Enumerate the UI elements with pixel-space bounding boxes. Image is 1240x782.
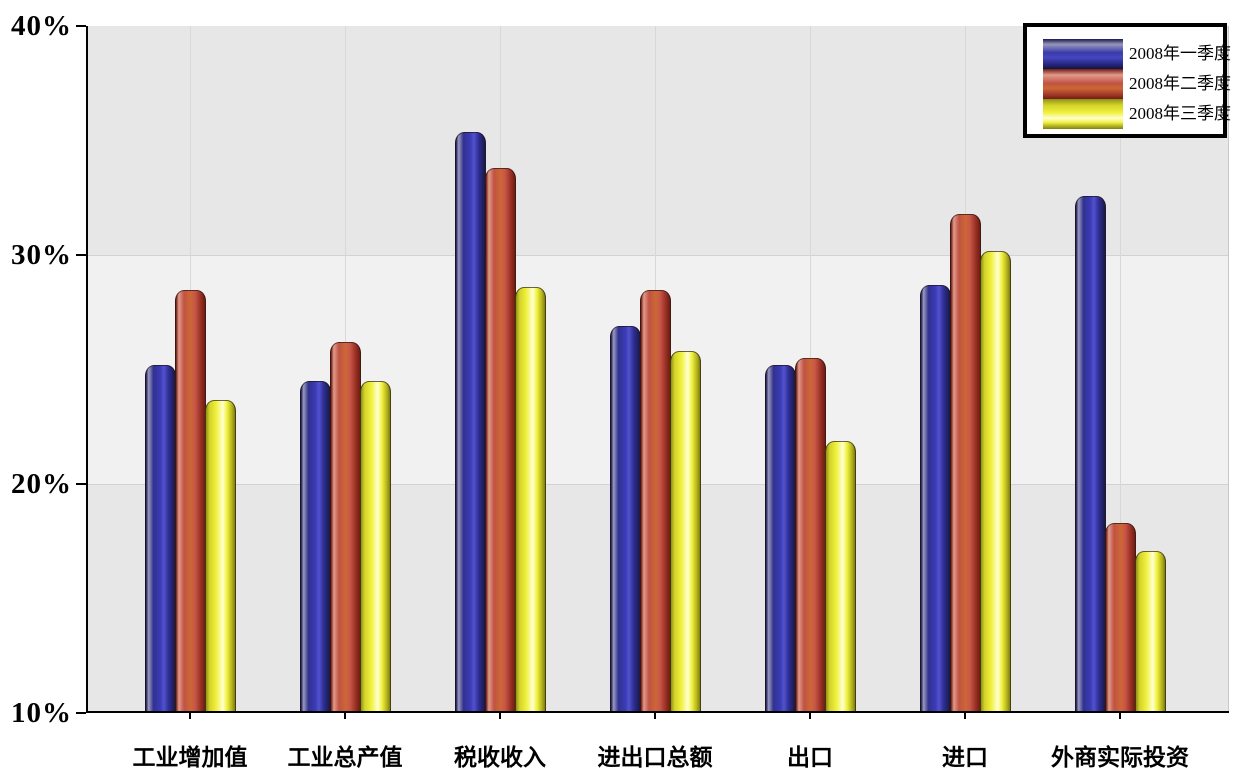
x-tick xyxy=(499,713,501,719)
bar-2008年一季度-进出口总额 xyxy=(610,326,641,711)
bar-2008年二季度-税收收入 xyxy=(485,168,516,711)
bar-2008年二季度-外商实际投资 xyxy=(1105,523,1136,711)
x-axis-label: 出口 xyxy=(787,745,833,770)
x-axis-label: 工业增加值 xyxy=(132,745,248,770)
bar-2008年一季度-税收收入 xyxy=(455,132,486,711)
legend-label-q3: 2008年三季度 xyxy=(1129,104,1231,123)
legend-swatch-q2 xyxy=(1043,69,1123,99)
y-tick-label: 20% xyxy=(11,468,72,500)
legend-swatch-q3 xyxy=(1043,99,1123,129)
bar-2008年三季度-工业总产值 xyxy=(360,381,391,711)
bar-2008年三季度-进出口总额 xyxy=(670,351,701,711)
gridline-30pct xyxy=(86,255,1229,256)
bar-2008年二季度-工业总产值 xyxy=(330,342,361,711)
y-axis-line xyxy=(86,26,88,713)
bar-2008年一季度-进口 xyxy=(920,285,951,711)
x-axis-label: 外商实际投资 xyxy=(1051,745,1189,770)
legend-label-q1: 2008年一季度 xyxy=(1129,44,1231,63)
plot-right-edge xyxy=(1228,26,1229,713)
bar-2008年二季度-进出口总额 xyxy=(640,290,671,711)
x-axis-line xyxy=(86,711,1229,713)
x-tick xyxy=(654,713,656,719)
bar-2008年三季度-外商实际投资 xyxy=(1135,551,1166,711)
bar-2008年二季度-出口 xyxy=(795,358,826,711)
x-tick xyxy=(344,713,346,719)
y-tick-label: 40% xyxy=(11,10,72,42)
x-axis-label: 工业总产值 xyxy=(287,745,403,770)
bar-2008年一季度-外商实际投资 xyxy=(1075,196,1106,711)
y-tick xyxy=(76,254,86,256)
bar-2008年三季度-出口 xyxy=(825,441,856,711)
bar-2008年一季度-工业增加值 xyxy=(145,365,176,711)
x-tick xyxy=(189,713,191,719)
legend-label-q2: 2008年二季度 xyxy=(1129,74,1231,93)
x-axis-label: 进出口总额 xyxy=(597,745,713,770)
x-tick xyxy=(809,713,811,719)
y-tick xyxy=(76,25,86,27)
x-tick xyxy=(964,713,966,719)
y-tick xyxy=(76,712,86,714)
legend-swatch-q1 xyxy=(1043,39,1123,69)
x-axis-label: 进口 xyxy=(942,745,988,770)
bar-2008年二季度-工业增加值 xyxy=(175,290,206,711)
x-axis-label: 税收收入 xyxy=(454,745,546,770)
bar-2008年三季度-进口 xyxy=(980,251,1011,711)
y-tick xyxy=(76,483,86,485)
y-tick-label: 30% xyxy=(11,239,72,271)
bar-2008年一季度-出口 xyxy=(765,365,796,711)
y-tick-label: 10% xyxy=(11,697,72,729)
legend: 2008年一季度 2008年二季度 2008年三季度 xyxy=(1023,23,1231,138)
x-tick xyxy=(1119,713,1121,719)
bar-2008年一季度-工业总产值 xyxy=(300,381,331,711)
bar-2008年三季度-工业增加值 xyxy=(205,400,236,711)
bar-2008年二季度-进口 xyxy=(950,214,981,711)
gridline-vertical xyxy=(1120,26,1121,711)
bar-2008年三季度-税收收入 xyxy=(515,287,546,711)
